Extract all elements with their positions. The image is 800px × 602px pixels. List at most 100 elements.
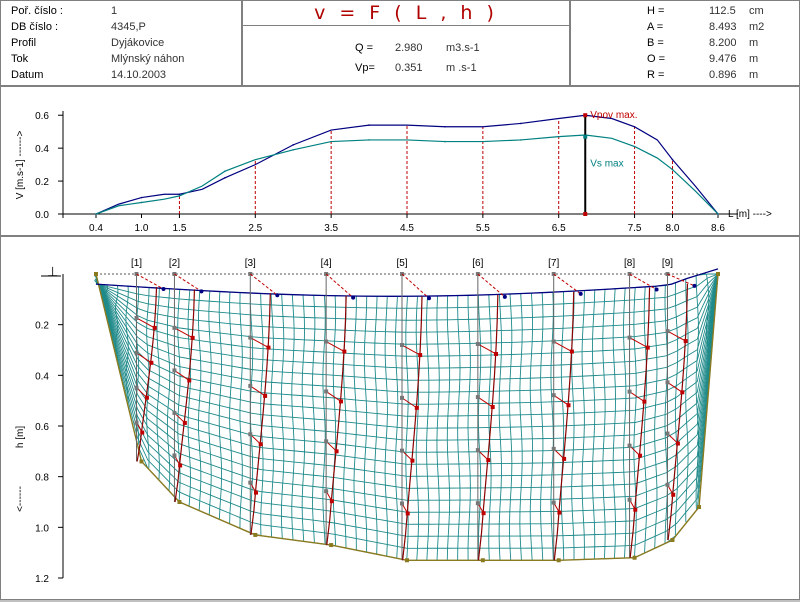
mesh-line: [95, 273, 719, 357]
surface-vector: [629, 273, 657, 290]
cross-section-panel: 0.2 0.4 0.6 0.8 1.0 1.2 h [m] <------ ⊥ [1] [2] [3]…: [0, 236, 800, 600]
velocity-point: [680, 390, 685, 395]
annotation-label: Vs max: [590, 159, 623, 170]
vertical-label: [4]: [321, 258, 332, 269]
x-tick-label: 3.5: [324, 223, 338, 234]
velocity-vector: [629, 391, 645, 403]
sample-point: [627, 497, 632, 502]
base-marker: [583, 212, 588, 216]
mesh-line: [695, 275, 699, 510]
surface-vector: [174, 273, 202, 292]
mesh-line: [95, 273, 719, 309]
sample-point: [665, 482, 670, 487]
sample-point: [475, 395, 480, 400]
header-info-panel: Poř. číslo : 1 DB číslo : 4345,P Profil Dyják…: [0, 0, 242, 86]
param-label: A =: [647, 21, 664, 33]
sample-point: [627, 443, 632, 448]
data-point: [95, 213, 97, 215]
vertical-label: [6]: [472, 258, 483, 269]
mesh-line: [135, 286, 140, 445]
bed-point: [177, 500, 182, 504]
series-line-0: [95, 114, 719, 215]
data-point: [671, 158, 674, 161]
y-tick-label: 0.8: [35, 473, 49, 484]
velocity-point: [254, 490, 259, 495]
data-point: [224, 170, 226, 172]
surface-vector: [136, 273, 164, 290]
data-point: [444, 125, 446, 128]
surface-vector: [553, 273, 582, 295]
velocity-profile: [326, 295, 347, 546]
velocity-point: [329, 499, 334, 504]
param-value: 112.5: [709, 5, 736, 17]
param-value: 8.493: [709, 21, 737, 33]
param-value: 0.896: [709, 69, 737, 81]
sample-point: [134, 350, 139, 355]
surface-point: [578, 291, 583, 296]
velocity-point: [683, 339, 688, 344]
info-label: Datum: [11, 69, 44, 81]
x-tick-label: 8.0: [666, 223, 680, 234]
mesh-line: [95, 273, 719, 453]
data-point: [671, 168, 674, 171]
vertical-label: [2]: [169, 258, 180, 269]
velocity-point: [414, 405, 419, 410]
param-unit: m2: [749, 21, 765, 33]
velocity-point: [187, 378, 192, 383]
bed-point: [405, 558, 409, 563]
mesh-line: [95, 273, 719, 429]
data-point: [717, 213, 719, 215]
velocity-point: [405, 511, 410, 516]
data-point: [292, 144, 295, 146]
velocity-point: [338, 399, 343, 404]
velocity-chart: 0.0 0.2 0.4 0.6 0.4 1.0 1.5 2.5 3.5 4.5 5.5 6.5 7.5 8…: [15, 110, 772, 234]
velocity-point: [642, 399, 647, 404]
velocity-vector: [477, 343, 497, 355]
surface-vector: [249, 273, 278, 296]
mesh-line: [95, 273, 719, 489]
velocity-point: [266, 345, 271, 350]
surface-point: [161, 287, 166, 292]
sample-point: [172, 325, 177, 330]
sample-point: [248, 432, 253, 437]
sample-point: [475, 341, 480, 346]
data-point: [368, 124, 370, 126]
chart-title: v = F ( L , h ): [243, 1, 569, 26]
bed-point: [716, 272, 720, 276]
sample-point: [627, 335, 632, 340]
mesh-line: [95, 273, 719, 525]
vpov-max-marker: [583, 113, 588, 118]
y-tick-label: 1.2: [35, 574, 49, 585]
sample-point: [324, 339, 329, 344]
velocity-profile: [667, 283, 689, 541]
y-tick-label: 0.4: [35, 371, 49, 382]
sample-point: [134, 315, 139, 320]
surface-vector: [401, 273, 430, 299]
surface-vector: [477, 273, 506, 298]
data-point: [140, 196, 143, 199]
sample-point: [475, 501, 480, 506]
mesh-line: [95, 273, 719, 381]
info-label: Profil: [11, 37, 37, 49]
mesh-line: [95, 273, 719, 321]
data-point: [633, 145, 636, 148]
velocity-vector: [174, 327, 193, 339]
vertical-label: [5]: [396, 258, 407, 269]
x-tick-label: 1.5: [172, 223, 186, 234]
sample-point: [172, 368, 177, 373]
data-point: [519, 139, 522, 141]
velocity-point: [633, 507, 638, 512]
velocity-point: [645, 345, 650, 350]
velocity-point: [182, 420, 187, 425]
y-tick-label: 0.2: [35, 321, 49, 332]
info-value: 4345,P: [111, 21, 146, 33]
y-tick-label: 0.2: [35, 177, 49, 188]
x-tick-label: 1.0: [135, 223, 149, 234]
sample-point: [248, 480, 253, 485]
surface-point: [692, 283, 697, 288]
velocity-point: [152, 325, 157, 330]
mesh-line: [95, 273, 719, 417]
header-params-panel: H = 112.5 cm A = 8.493 m2 B = 8.200 m O = 9.476 m R …: [570, 0, 800, 86]
mesh-line: [95, 273, 719, 477]
velocity-vector: [553, 394, 569, 406]
